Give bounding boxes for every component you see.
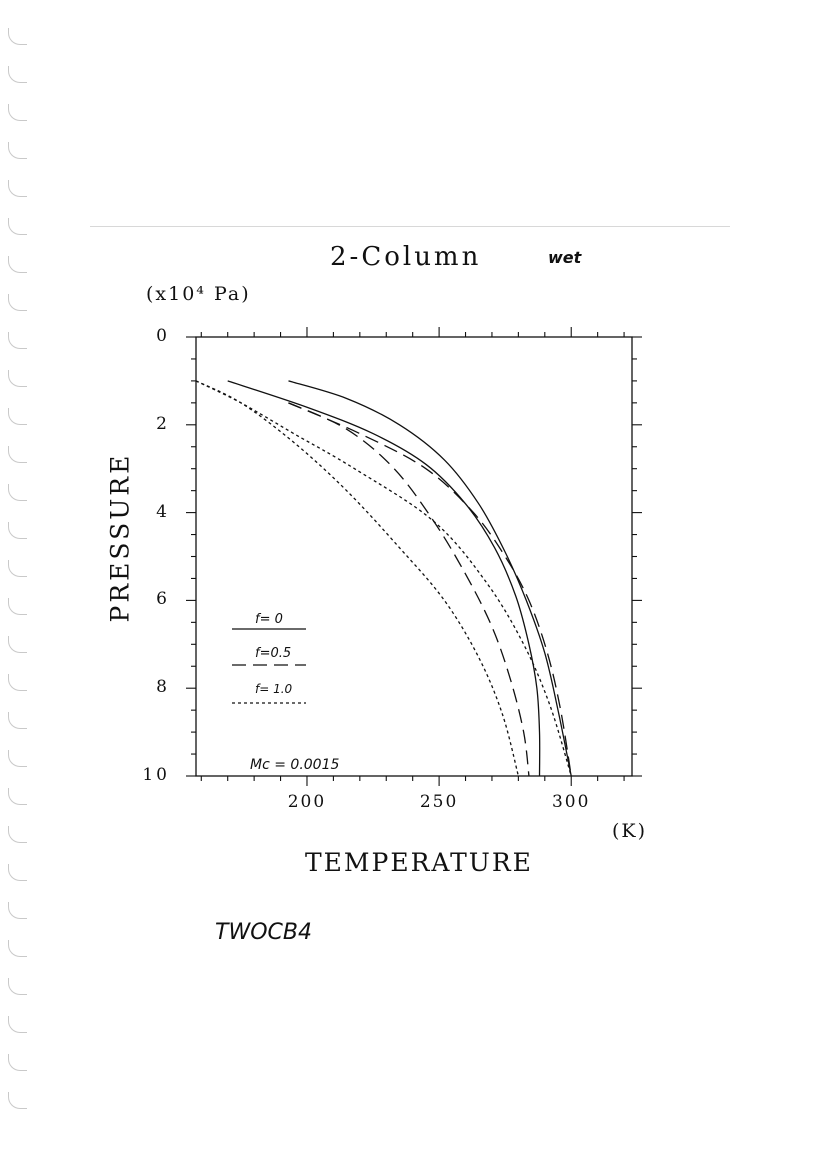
x-tick-label: 300 (551, 792, 591, 812)
binder-hole (8, 66, 27, 83)
x-tick-label: 200 (287, 792, 327, 812)
y-tick-label: 0 (156, 326, 170, 346)
legend (232, 628, 306, 704)
y-axis-unit: (x10⁴ Pa) (146, 283, 251, 305)
plot-frame (195, 336, 633, 777)
binder-hole (8, 180, 27, 197)
binder-hole (8, 332, 27, 349)
binder-hole (8, 28, 27, 45)
binder-hole (8, 294, 27, 311)
binder-hole (8, 636, 27, 653)
legend-label-f10: f= 1.0 (255, 682, 293, 696)
binder-hole (8, 978, 27, 995)
y-tick-label: 10 (142, 765, 170, 785)
binder-hole (8, 750, 27, 767)
binder-hole (8, 598, 27, 615)
binder-hole (8, 674, 27, 691)
y-tick-label: 8 (156, 677, 170, 698)
binder-hole (8, 522, 27, 539)
series-line-short-dash (195, 380, 520, 777)
x-axis-label: TEMPERATURE (305, 848, 533, 877)
x-tick-label: 250 (419, 792, 459, 812)
chart-title: 2-Column (330, 242, 482, 272)
series-line-short-dash (195, 380, 572, 777)
binder-hole (8, 256, 27, 273)
y-tick-label: 4 (156, 501, 170, 522)
binder-hole (8, 1092, 27, 1109)
binder-hole (8, 104, 27, 121)
binder-hole (8, 1016, 27, 1033)
binder-hole (8, 560, 27, 577)
parameter-note: Mc = 0.0015 (250, 757, 340, 773)
paper-crease (90, 226, 730, 227)
data-curves (195, 380, 572, 777)
series-line-long-dash (288, 402, 530, 777)
legend-label-f05: f=0.5 (255, 646, 292, 661)
binder-holes (8, 28, 38, 1130)
binder-hole (8, 1054, 27, 1071)
figure-id: TWOCB4 (215, 920, 312, 945)
legend-label-f0: f= 0 (255, 612, 283, 627)
axis-ticks (186, 327, 642, 786)
binder-hole (8, 408, 27, 425)
binder-hole (8, 788, 27, 805)
x-axis-unit: (K) (612, 820, 648, 842)
binder-hole (8, 484, 27, 501)
series-line-long-dash (288, 402, 572, 777)
binder-hole (8, 864, 27, 881)
binder-hole (8, 826, 27, 843)
binder-hole (8, 446, 27, 463)
y-tick-label: 2 (156, 413, 170, 434)
binder-hole (8, 940, 27, 957)
binder-hole (8, 142, 27, 159)
binder-hole (8, 218, 27, 235)
binder-hole (8, 370, 27, 387)
binder-hole (8, 712, 27, 729)
binder-hole (8, 902, 27, 919)
series-line-solid (288, 380, 572, 777)
wet-annotation: wet (548, 248, 582, 267)
series-line-solid (227, 380, 541, 777)
y-tick-label: 6 (156, 589, 170, 610)
